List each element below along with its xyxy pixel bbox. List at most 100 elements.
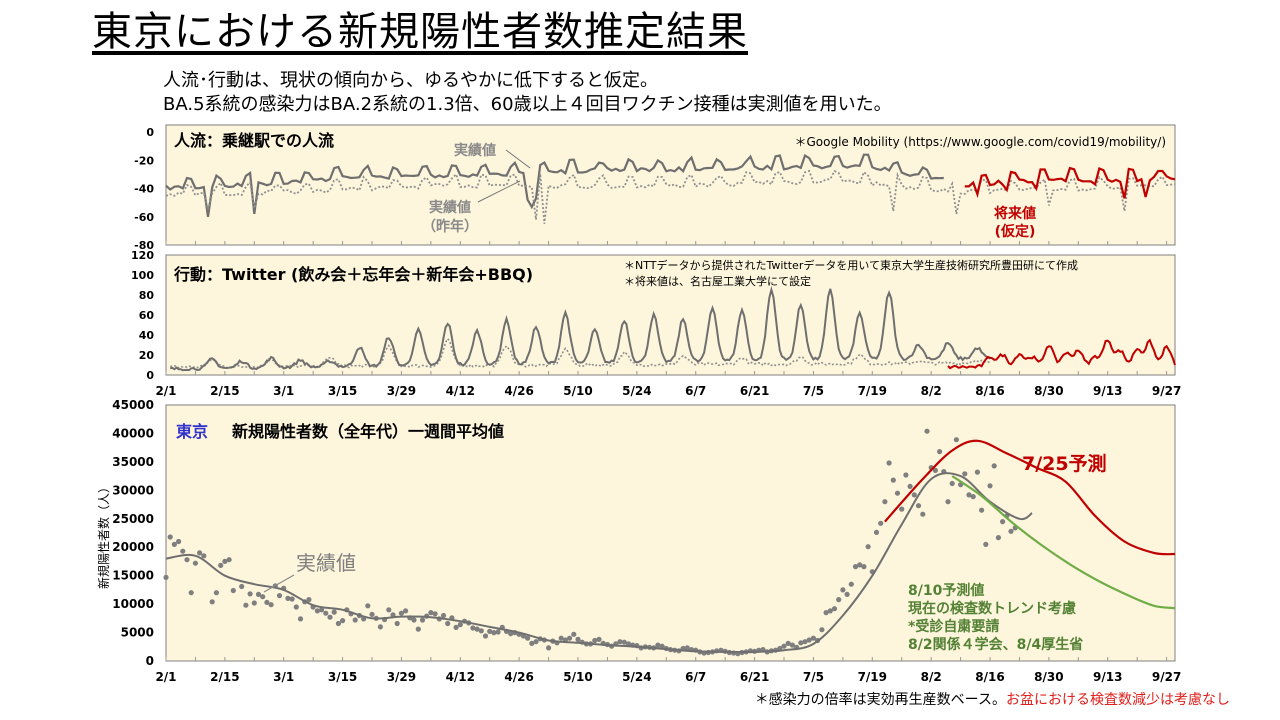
daily-case-point [163, 574, 169, 581]
cases-chart-title: 新規陽性者数（全年代）一週間平均値 [232, 422, 504, 441]
daily-case-point [264, 599, 270, 606]
twitter-actual-line [170, 285, 991, 372]
y-tick-label: 0 [146, 654, 154, 668]
daily-case-point [798, 640, 804, 646]
daily-case-point [377, 624, 383, 630]
twitter-future-line [947, 338, 1176, 370]
daily-case-point [297, 616, 304, 622]
daily-case-point [974, 469, 981, 475]
x-tick-label: 3/15 [328, 670, 357, 684]
daily-case-point [558, 635, 564, 641]
daily-case-point [495, 629, 501, 635]
x-tick-label: 9/27 [1152, 384, 1181, 398]
y-tick-label: 45000 [112, 398, 154, 412]
cases-y-axis-label: 新規陽性者数（人） [96, 481, 111, 589]
daily-case-point [915, 503, 922, 509]
daily-case-point [899, 506, 905, 512]
mobility-series-line [165, 153, 944, 217]
daily-case-point [352, 617, 358, 623]
daily-case-point [945, 499, 951, 505]
daily-case-point [457, 622, 463, 628]
forecast-0810-label: 8/10予測値 [908, 582, 984, 599]
twitter-last-year-line [169, 337, 991, 369]
daily-case-point [314, 608, 320, 614]
daily-case-point [293, 604, 299, 610]
forecast-0810-note: 現在の検査数トレンド考慮 [908, 600, 1076, 617]
twitter-chart-title: 行動：Twitter (飲み会＋忘年会＋新年会+BBQ) [173, 265, 533, 284]
daily-case-point [949, 480, 955, 487]
forecast-0810-note: 8/2関係４学会、8/4厚生省 [908, 636, 1083, 653]
daily-case-point [327, 614, 333, 620]
x-tick-label: 9/27 [1152, 670, 1181, 684]
mobility-future-label: 将来値(仮定) [994, 205, 1036, 240]
daily-case-point [873, 529, 880, 536]
daily-case-point [575, 636, 581, 643]
daily-case-point [474, 626, 480, 632]
cases-actual-label: 実績値 [296, 551, 356, 575]
y-tick-label: 30000 [112, 483, 154, 497]
daily-case-point [781, 643, 787, 649]
daily-case-point [167, 534, 173, 540]
daily-case-point [239, 583, 245, 590]
cases-actual-leader-line [263, 574, 295, 593]
daily-case-point [966, 492, 972, 498]
daily-case-point [323, 610, 329, 616]
daily-case-point [861, 564, 867, 570]
x-tick-label: 6/21 [740, 670, 769, 684]
x-tick-label: 8/16 [975, 670, 1004, 684]
daily-case-point [176, 538, 182, 545]
daily-case-point [533, 639, 539, 645]
mobility-last-year-label-line: 実績値 [429, 199, 471, 216]
mobility-last-year-label-line: （昨年） [422, 218, 478, 235]
daily-case-point [386, 607, 392, 613]
daily-case-point [487, 628, 493, 635]
daily-case-point [319, 607, 325, 613]
daily-case-point [192, 560, 198, 566]
daily-case-point [180, 548, 186, 554]
daily-case-point [546, 645, 552, 651]
y-tick-label: 80 [139, 289, 155, 302]
daily-case-point [445, 620, 451, 627]
daily-case-point [289, 596, 295, 602]
x-tick-label: 4/26 [504, 384, 533, 398]
daily-case-point [932, 467, 939, 473]
cases-panel: 45000 40000 35000 30000 25000 20000 15000 10000… [96, 398, 1176, 668]
daily-case-point [1000, 519, 1006, 525]
x-tick-label: 6/7 [685, 384, 706, 398]
daily-case-point [335, 620, 341, 627]
daily-case-point [230, 587, 236, 594]
x-tick-label: 8/16 [975, 384, 1004, 398]
forecast-0725-line [884, 439, 1176, 556]
daily-case-point [684, 645, 690, 651]
y-tick-label: 40 [139, 329, 155, 342]
footnote-text: ＊感染力の倍率は実効再生産数ベース。 [754, 692, 1006, 708]
twitter-future-note: ＊将来値は、名古屋工業大学にて設定 [624, 274, 811, 288]
daily-case-point [840, 587, 846, 593]
mobility-last-year-leader-line [477, 180, 521, 203]
y-tick-label: -80 [134, 239, 154, 252]
twitter-panel-background [165, 254, 1176, 376]
daily-case-point [478, 628, 484, 634]
daily-case-point [852, 564, 859, 570]
daily-case-point [197, 550, 203, 556]
x-tick-label: 5/24 [622, 384, 651, 398]
daily-case-point [962, 471, 968, 477]
x-tick-label: 5/10 [563, 670, 592, 684]
daily-case-point [369, 611, 375, 618]
y-tick-label: 25000 [112, 512, 154, 526]
subtitle-assumption: 人流･行動は、現状の傾向から、ゆるやかに低下すると仮定。 [163, 70, 658, 91]
daily-case-point [213, 590, 219, 596]
mobility-future-label-line: (仮定) [995, 223, 1036, 240]
daily-case-point [470, 625, 476, 631]
daily-case-point [823, 610, 829, 616]
x-tick-label: 2/15 [210, 384, 239, 398]
mobility-actual-label: 実績値 [454, 142, 496, 159]
daily-case-point [991, 463, 997, 469]
daily-case-point [937, 449, 943, 455]
daily-case-point [260, 594, 266, 600]
footnote: ＊感染力の倍率は実効再生産数ベース。お盆における検査数減少は考慮なし [755, 689, 1230, 709]
daily-case-point [218, 562, 224, 569]
daily-case-point [394, 620, 400, 627]
daily-case-point [403, 608, 409, 614]
